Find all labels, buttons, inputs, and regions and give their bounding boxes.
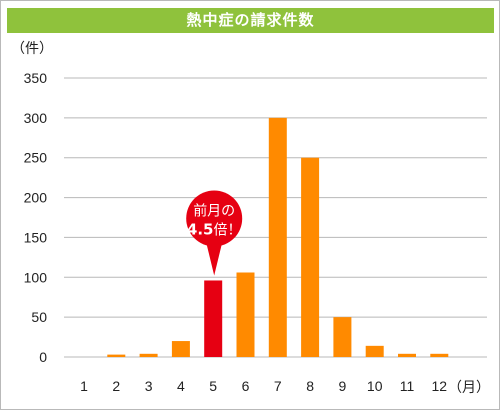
x-tick-label: 7 [274,378,282,394]
x-tick-label: 9 [339,378,347,394]
bar-month-4 [171,341,190,357]
bar-month-10 [365,345,384,357]
bar-month-2 [107,354,126,357]
y-axis-unit: （件） [11,41,53,57]
y-tick-label: 300 [24,110,48,126]
bar-month-8 [301,157,320,357]
annotation-bubble: 前月の 4.5倍！ [186,190,243,276]
y-tick-label: 50 [31,309,47,325]
annotation-bubble-circle [186,190,243,247]
x-tick-label: 1 [80,378,88,394]
x-axis-ticks: 1 2 3 4 5 6 7 8 9 10 11 12 [80,378,447,394]
x-tick-label: 12 [432,378,448,394]
x-tick-label: 11 [400,378,415,394]
bar-month-5 [204,280,223,357]
bars [107,117,449,357]
y-axis-ticks: 0 50 100 150 200 250 300 350 [24,70,48,365]
annotation-suffix: 倍！ [213,222,241,238]
y-tick-label: 100 [24,269,48,285]
annotation-text-line2: 4.5倍！ [187,220,242,238]
annotation-bubble-tail [206,242,223,276]
x-axis-unit: （月） [448,380,490,396]
bar-month-11 [398,353,416,357]
bar-month-6 [236,272,255,357]
bar-month-3 [139,353,158,357]
y-tick-label: 250 [24,150,48,166]
y-tick-label: 150 [24,229,48,245]
x-tick-label: 3 [145,378,153,394]
bar-month-7 [268,117,287,357]
y-tick-label: 0 [39,349,47,365]
x-tick-label: 5 [209,378,217,394]
chart-title: 熱中症の請求件数 [7,8,494,33]
x-tick-label: 2 [112,378,120,394]
bar-month-9 [333,317,352,357]
y-tick-label: 350 [24,70,48,86]
x-tick-label: 6 [242,378,250,394]
bar-month-12 [430,353,449,357]
y-tick-label: 200 [24,190,48,206]
x-tick-label: 10 [367,378,383,394]
annotation-multiplier: 4.5 [187,220,214,238]
annotation-text-line1: 前月の [193,202,235,219]
x-tick-label: 8 [306,378,314,394]
x-tick-label: 4 [177,378,185,394]
